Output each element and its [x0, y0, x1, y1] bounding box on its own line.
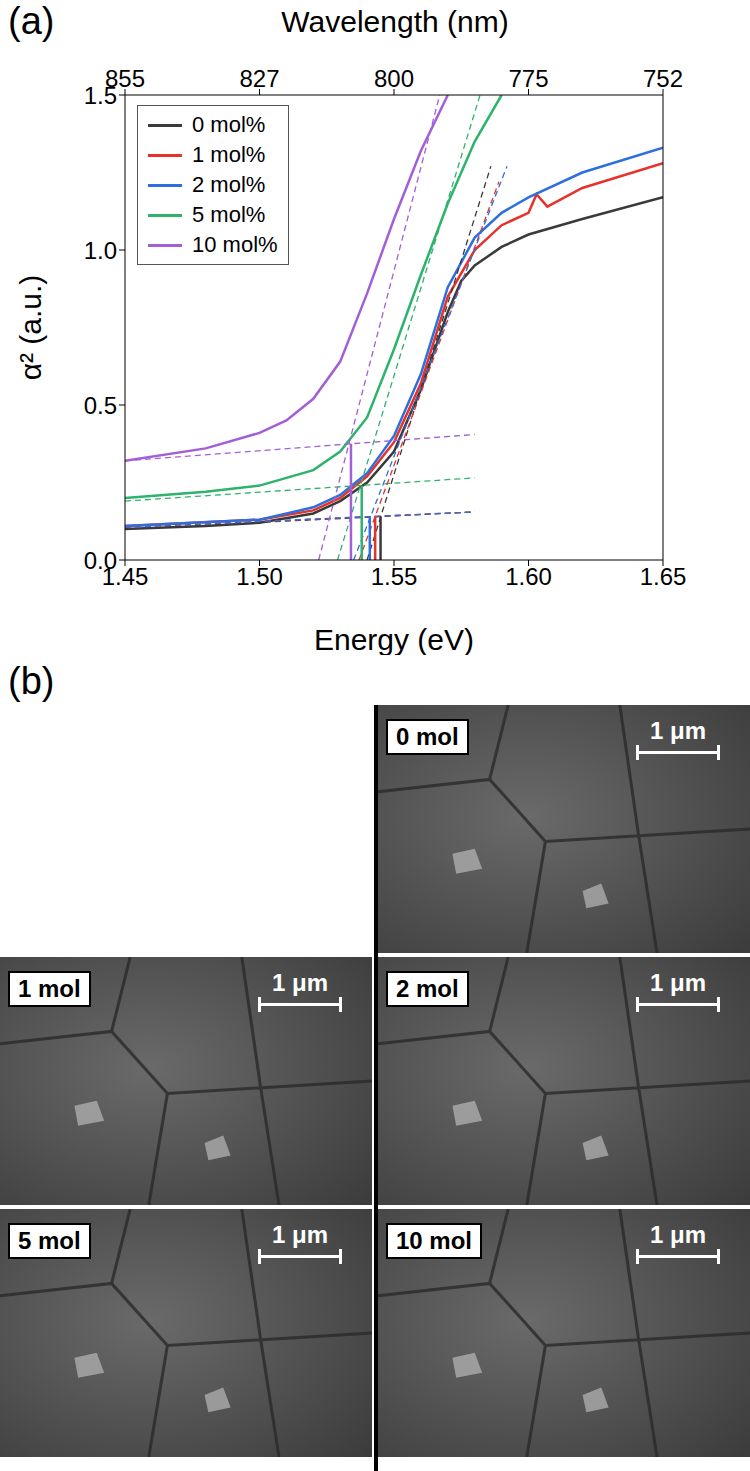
svg-text:752: 752	[643, 65, 683, 92]
html-text:0 mol: 0 mol	[396, 723, 459, 750]
html-text:10 mol%: 10 mol%	[192, 232, 278, 257]
svg-text:1.55: 1.55	[371, 563, 418, 590]
svg-text:1.45: 1.45	[101, 563, 149, 590]
svg-text:α² (a.u.): α² (a.u.)	[14, 275, 47, 381]
svg-text:775: 775	[508, 65, 548, 92]
svg-text:855: 855	[105, 65, 145, 92]
html-text:1 μm: 1 μm	[650, 717, 706, 744]
svg-text:1.0: 1.0	[84, 237, 117, 264]
svg-text:0.5: 0.5	[84, 392, 117, 419]
svg-text:0.0: 0.0	[84, 547, 117, 574]
html-text:5 mol: 5 mol	[18, 1227, 81, 1254]
html-text:1 mol%: 1 mol%	[192, 142, 266, 167]
html-text:Wavelength (nm): Wavelength (nm)	[281, 5, 509, 38]
svg-text:1.50: 1.50	[236, 563, 283, 590]
html-text:1 mol: 1 mol	[18, 975, 81, 1002]
html-text:1 μm: 1 μm	[650, 1221, 706, 1248]
svg-text:827: 827	[239, 65, 279, 92]
html-text:(a): (a)	[8, 0, 55, 42]
html-text:2 mol%: 2 mol%	[192, 172, 266, 197]
svg-text:1.5: 1.5	[84, 82, 117, 109]
html-text:0 mol%: 0 mol%	[192, 112, 266, 137]
svg-text:1.60: 1.60	[505, 563, 552, 590]
html-text:5 mol%: 5 mol%	[192, 202, 266, 227]
html-text:2 mol: 2 mol	[396, 975, 459, 1002]
html-text:1 μm: 1 μm	[272, 1221, 328, 1248]
html-text:1 μm: 1 μm	[272, 969, 328, 996]
svg-text:Energy (eV): Energy (eV)	[314, 623, 474, 655]
html-text:10 mol: 10 mol	[396, 1227, 472, 1254]
html-text:(b): (b)	[8, 660, 55, 702]
svg-text:800: 800	[374, 65, 414, 92]
svg-text:1.65: 1.65	[640, 563, 687, 590]
html-text:1 μm: 1 μm	[650, 969, 706, 996]
